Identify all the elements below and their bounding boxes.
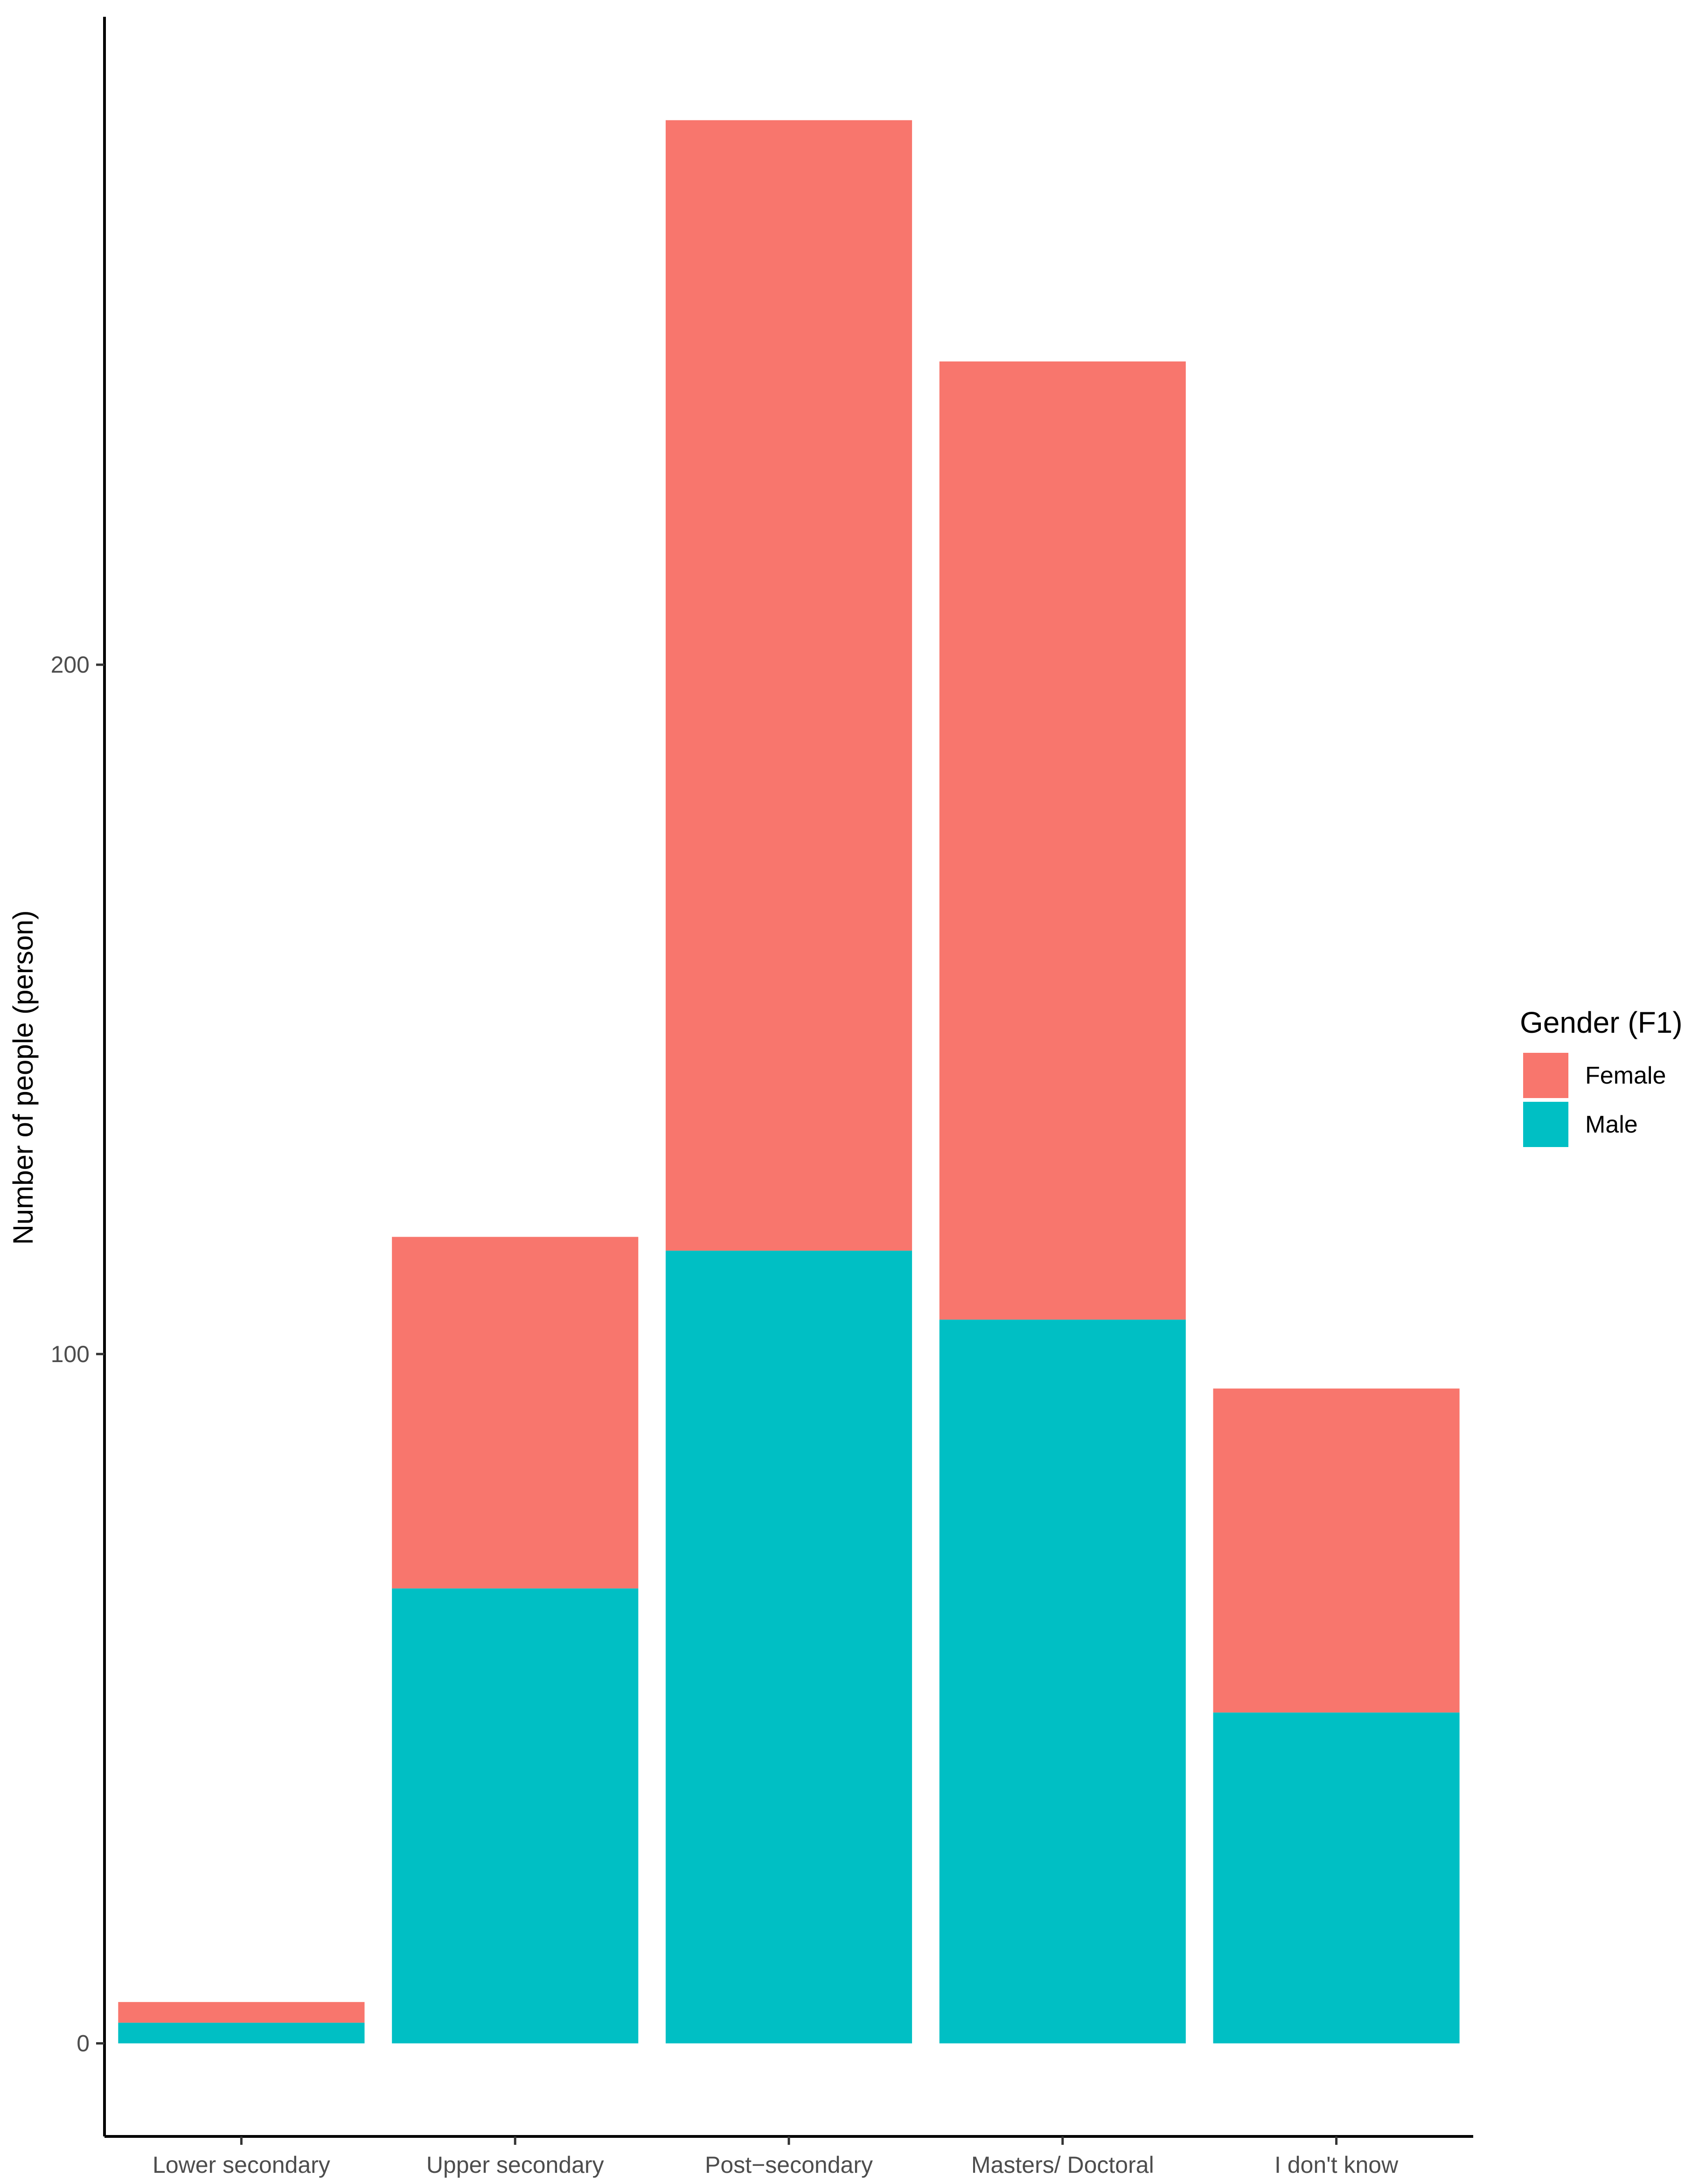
bar-male-lower-secondary: [118, 2023, 365, 2044]
x-tick-label-upper-secondary: Upper secondary: [426, 2152, 604, 2178]
x-ticks-layer: Lower secondary Upper secondary Post−secon…: [153, 2136, 1399, 2178]
bars-layer: [118, 120, 1460, 2044]
legend-title: Gender (F1): [1520, 1006, 1683, 1039]
legend-label-male: Male: [1585, 1111, 1638, 1138]
bar-female-upper-secondary: [392, 1237, 639, 1589]
x-tick-label-post-secondary: Post−secondary: [705, 2152, 873, 2178]
y-ticks-layer: 0 100 200: [51, 652, 104, 2057]
bar-male-post-secondary: [665, 1251, 912, 2044]
y-tick-label-100: 100: [51, 1341, 90, 1367]
x-tick-label-i-don-t-know: I don't know: [1274, 2152, 1399, 2178]
legend-label-female: Female: [1585, 1062, 1666, 1089]
bar-male-masters-doctoral: [939, 1319, 1186, 2044]
bar-female-i-don-t-know: [1213, 1388, 1460, 1713]
bar-female-lower-secondary: [118, 2002, 365, 2023]
bar-female-masters-doctoral: [939, 361, 1186, 1320]
legend: Gender (F1) Female Male: [1520, 1006, 1683, 1147]
legend-swatch-male: [1523, 1102, 1568, 1147]
y-tick-label-0: 0: [77, 2031, 90, 2057]
y-axis-title: Number of people (person): [7, 910, 39, 1245]
legend-swatch-female: [1523, 1053, 1568, 1098]
y-tick-label-200: 200: [51, 652, 90, 678]
x-tick-label-lower-secondary: Lower secondary: [153, 2152, 330, 2178]
bar-male-upper-secondary: [392, 1588, 639, 2044]
bar-male-i-don-t-know: [1213, 1712, 1460, 2044]
x-tick-label-masters-doctoral: Masters/ Doctoral: [971, 2152, 1154, 2178]
bar-female-post-secondary: [665, 120, 912, 1251]
